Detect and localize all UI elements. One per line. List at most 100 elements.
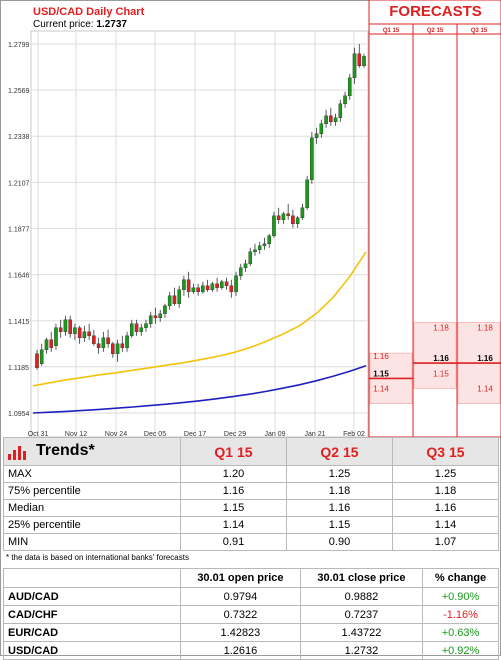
rates-table: 30.01 open price 30.01 close price % cha… — [3, 568, 499, 660]
forecast-level-label: 1.14 — [477, 385, 493, 394]
candle-body — [120, 343, 125, 348]
x-tick-label: Nov 24 — [105, 431, 127, 438]
candle-body — [347, 77, 352, 97]
y-tick-label: 1.1877 — [8, 226, 30, 233]
candle-body — [262, 243, 267, 247]
candle-body — [54, 327, 58, 346]
candle-body — [300, 207, 305, 219]
row-value: 1.20 — [180, 465, 287, 483]
candle-body — [111, 343, 115, 354]
close-price: 1.2732 — [299, 641, 424, 660]
trends-title: Trends* — [36, 442, 95, 460]
candle-body — [44, 339, 49, 350]
row-value: 1.15 — [180, 499, 287, 517]
candle-body — [295, 217, 300, 225]
y-tick-label: 1.0954 — [8, 411, 30, 418]
candle-body — [77, 327, 82, 338]
row-value: 1.16 — [180, 482, 287, 500]
candle-body — [134, 323, 139, 332]
pair-name: EUR/CAD — [3, 623, 181, 642]
table-row: MAX 1.20 1.25 1.25 — [3, 465, 499, 483]
candle-body — [182, 279, 186, 290]
open-price: 1.2616 — [180, 641, 301, 660]
candle-body — [129, 323, 134, 336]
candle-body — [319, 123, 324, 135]
row-label: 75% percentile — [3, 482, 181, 500]
candle-body — [343, 95, 347, 105]
rates-col-open: 30.01 open price — [180, 568, 301, 588]
trends-col-q2: Q2 15 — [286, 437, 393, 466]
candle-body — [272, 215, 276, 237]
y-tick-label: 1.2569 — [8, 88, 30, 95]
trends-col-q1: Q1 15 — [180, 437, 287, 466]
open-price: 0.9794 — [180, 587, 301, 606]
candle-body — [96, 343, 101, 348]
candle-body — [267, 235, 272, 245]
bar-chart-icon — [8, 442, 28, 461]
candle-body — [310, 137, 314, 181]
candle-body — [177, 289, 181, 304]
candle-body — [82, 331, 87, 338]
current-price-value: 1.2737 — [96, 19, 127, 30]
moving-average-fast — [32, 251, 367, 387]
forecast-range-box — [413, 322, 457, 389]
candle-body — [220, 281, 224, 288]
candle-body — [158, 313, 163, 318]
row-value: 1.07 — [392, 533, 499, 551]
candle-body — [172, 295, 177, 304]
forecast-level-label: 1.16 — [373, 352, 389, 361]
row-value: 1.25 — [286, 465, 393, 483]
percent-change: -1.16% — [422, 605, 499, 624]
rates-corner — [3, 568, 181, 588]
x-tick-label: Dec 17 — [184, 431, 206, 438]
trends-header-row: Trends* Q1 15 Q2 15 Q3 15 — [3, 437, 499, 466]
forecast-level-label: 1.15 — [373, 369, 389, 378]
rates-col-close: 30.01 close price — [299, 568, 424, 588]
open-price: 1.42823 — [180, 623, 301, 642]
close-price: 0.7237 — [299, 605, 424, 624]
candle-body — [362, 56, 366, 67]
candle-body — [163, 305, 167, 314]
close-price: 0.9882 — [299, 587, 424, 606]
candle-body — [205, 285, 210, 290]
chart-title: USD/CAD Daily Chart — [33, 6, 145, 18]
table-row: 75% percentile 1.16 1.18 1.18 — [3, 482, 499, 500]
candle-body — [87, 331, 91, 336]
row-value: 0.90 — [286, 533, 393, 551]
plot-area — [30, 30, 369, 438]
candle-body — [291, 215, 295, 225]
candle-body — [281, 213, 286, 221]
trends-col-q3: Q3 15 — [392, 437, 499, 466]
table-row: Median 1.15 1.16 1.16 — [3, 499, 499, 517]
candle-body — [167, 295, 172, 306]
row-label: 25% percentile — [3, 516, 181, 534]
forecast-quarter-label: Q3 15 — [471, 28, 488, 34]
candle-body — [101, 337, 106, 348]
table-row: CAD/CHF 0.7322 0.7237 -1.16% — [3, 605, 499, 624]
price-chart: 1.2799 1.2569 1.2338 1.2107 1.1877 1.1646 1.14… — [8, 30, 369, 438]
candle-body — [139, 327, 144, 332]
candle-body — [144, 323, 148, 328]
row-value: 1.15 — [286, 516, 393, 534]
candle-body — [253, 249, 257, 253]
percent-change: +0.63% — [422, 623, 499, 642]
forecast-level-label: 1.16 — [433, 354, 449, 363]
row-value: 1.25 — [392, 465, 499, 483]
x-tick-label: Jan 09 — [264, 431, 285, 438]
candle-body — [248, 251, 253, 265]
candle-body — [305, 179, 309, 209]
row-value: 1.14 — [180, 516, 287, 534]
x-tick-label: Nov 12 — [65, 431, 87, 438]
forecast-level-label: 1.18 — [433, 323, 449, 332]
candle-body — [191, 287, 196, 292]
table-row: AUD/CAD 0.9794 0.9882 +0.90% — [3, 587, 499, 606]
row-value: 0.91 — [180, 533, 287, 551]
forecasts-title: FORECASTS — [389, 3, 482, 20]
table-row: USD/CAD 1.2616 1.2732 +0.92% — [3, 641, 499, 660]
y-tick-label: 1.2338 — [8, 134, 30, 141]
y-tick-label: 1.2107 — [8, 180, 30, 187]
table-row: 25% percentile 1.14 1.15 1.14 — [3, 516, 499, 534]
candle-body — [257, 245, 262, 251]
trends-footnote: * the data is based on international ban… — [6, 553, 189, 562]
